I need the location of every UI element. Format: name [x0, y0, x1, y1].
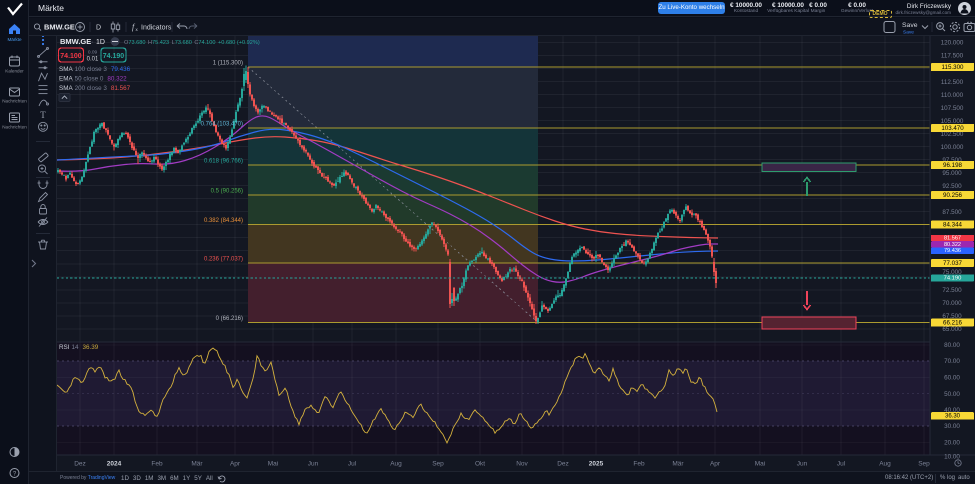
svg-text:105.000: 105.000	[941, 118, 964, 125]
svg-text:66.216: 66.216	[943, 319, 962, 326]
svg-text:110.000: 110.000	[941, 92, 964, 99]
svg-text:77.037: 77.037	[943, 260, 962, 267]
svg-text:0 (66.216): 0 (66.216)	[216, 316, 243, 322]
svg-text:1 (115.300): 1 (115.300)	[213, 61, 243, 67]
svg-text:60.00: 60.00	[944, 375, 960, 382]
svg-text:Mai: Mai	[268, 461, 278, 468]
svg-text:Feb: Feb	[151, 461, 163, 468]
svg-text:0.09: 0.09	[88, 50, 98, 56]
svg-text:90.256: 90.256	[943, 192, 962, 199]
svg-text:Nachrichten: Nachrichten	[2, 125, 27, 130]
svg-text:20.00: 20.00	[944, 440, 960, 447]
svg-text:95.000: 95.000	[942, 170, 962, 177]
svg-text:75.000: 75.000	[942, 269, 962, 276]
svg-text:0.236 (77.037): 0.236 (77.037)	[204, 257, 243, 263]
svg-text:81.567: 81.567	[944, 235, 961, 241]
svg-text:115.300: 115.300	[942, 64, 964, 71]
svg-text:Mär: Mär	[672, 461, 684, 468]
svg-text:0.382 (84.344): 0.382 (84.344)	[204, 218, 243, 224]
svg-text:Save: Save	[903, 30, 914, 36]
svg-text:65.000: 65.000	[942, 326, 962, 333]
svg-text:92.500: 92.500	[942, 183, 962, 190]
svg-text:Mai: Mai	[755, 461, 765, 468]
svg-text:40.00: 40.00	[944, 407, 960, 414]
svg-text:BMW.GE: BMW.GE	[60, 37, 91, 46]
svg-text:107.500: 107.500	[941, 105, 964, 112]
svg-text:x: x	[136, 27, 139, 32]
svg-text:72.500: 72.500	[942, 287, 962, 294]
svg-text:Dez: Dez	[557, 461, 569, 468]
svg-text:0.618 (96.766): 0.618 (96.766)	[204, 159, 243, 165]
svg-text:Sep: Sep	[432, 461, 444, 468]
svg-text:Apr: Apr	[710, 461, 721, 468]
svg-text:Okt: Okt	[475, 461, 485, 468]
svg-text:120.000: 120.000	[941, 40, 964, 47]
svg-text:30.00: 30.00	[944, 423, 960, 430]
svg-text:0.01: 0.01	[87, 57, 99, 63]
svg-text:79.436: 79.436	[944, 248, 961, 254]
svg-text:87.500: 87.500	[942, 209, 962, 216]
svg-text:10.00: 10.00	[944, 454, 960, 461]
svg-text:Aug: Aug	[879, 461, 891, 468]
svg-text:Mär: Mär	[191, 461, 203, 468]
svg-text:1D: 1D	[96, 39, 105, 46]
svg-text:Save: Save	[902, 22, 918, 29]
svg-text:50.00: 50.00	[944, 391, 960, 398]
svg-text:0.764 (103.470): 0.764 (103.470)	[201, 122, 243, 128]
svg-text:70.000: 70.000	[942, 300, 962, 307]
svg-text:74.100: 74.100	[60, 53, 82, 60]
svg-text:Aug: Aug	[390, 461, 402, 468]
svg-text:97.500: 97.500	[942, 157, 962, 164]
svg-text:84.344: 84.344	[943, 221, 962, 228]
svg-text:·: ·	[91, 39, 93, 46]
svg-text:?: ?	[13, 472, 17, 478]
svg-text:Indicators: Indicators	[141, 25, 172, 32]
svg-text:Sep: Sep	[918, 461, 930, 468]
svg-text:Kalender: Kalender	[5, 69, 24, 74]
svg-text:0.5 (90.256): 0.5 (90.256)	[211, 189, 243, 195]
svg-text:D: D	[96, 25, 101, 32]
svg-text:67.500: 67.500	[942, 313, 962, 320]
svg-text:2025: 2025	[589, 461, 604, 468]
svg-text:Jul: Jul	[837, 461, 846, 468]
svg-text:103.470: 103.470	[941, 125, 964, 132]
svg-text:Nov: Nov	[516, 461, 528, 468]
svg-text:70.00: 70.00	[944, 358, 960, 365]
svg-text:Dez: Dez	[74, 461, 86, 468]
svg-text:117.500: 117.500	[941, 53, 964, 60]
svg-text:Jun: Jun	[797, 461, 808, 468]
svg-text:80.322: 80.322	[944, 242, 961, 248]
svg-text:Jun: Jun	[308, 461, 319, 468]
svg-text:112.500: 112.500	[941, 79, 964, 86]
svg-text:2024: 2024	[107, 461, 122, 468]
svg-text:BMW.GE: BMW.GE	[44, 23, 75, 32]
svg-text:74.190: 74.190	[944, 276, 962, 282]
svg-text:f: f	[132, 23, 136, 32]
svg-text:Apr: Apr	[230, 461, 241, 468]
svg-text:96.198: 96.198	[943, 162, 962, 169]
svg-text:100.000: 100.000	[941, 144, 964, 151]
svg-text:T: T	[40, 110, 46, 120]
svg-text:36.30: 36.30	[945, 414, 961, 420]
svg-text:Jul: Jul	[348, 461, 357, 468]
svg-text:Märkte: Märkte	[7, 37, 21, 42]
svg-text:Feb: Feb	[633, 461, 645, 468]
svg-text:74.190: 74.190	[103, 53, 125, 60]
svg-text:102.500: 102.500	[941, 131, 964, 138]
svg-text:80.00: 80.00	[944, 342, 960, 349]
svg-text:Nachrichten: Nachrichten	[2, 99, 27, 104]
